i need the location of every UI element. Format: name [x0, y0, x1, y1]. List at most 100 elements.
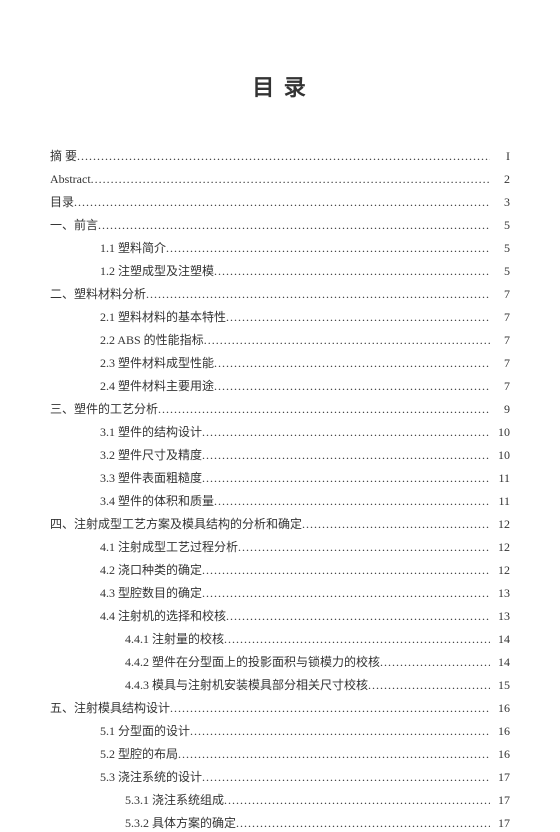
toc-leader-dots: [226, 308, 490, 326]
toc-page-number: 14: [490, 653, 510, 671]
toc-leader-dots: [224, 791, 490, 809]
toc-label: 3.2 塑件尺寸及精度: [100, 446, 202, 464]
toc-leader-dots: [202, 768, 490, 786]
toc-row: 三、塑件的工艺分析 9: [50, 400, 510, 418]
toc-label: 三、塑件的工艺分析: [50, 400, 158, 418]
toc-label: 一、前言: [50, 216, 98, 234]
toc-label: 2.3 塑件材料成型性能: [100, 354, 214, 372]
toc-label: 4.4.1 注射量的校核: [125, 630, 224, 648]
toc-leader-dots: [77, 147, 490, 165]
toc-label: 2.1 塑料材料的基本特性: [100, 308, 226, 326]
toc-leader-dots: [380, 653, 490, 671]
toc-label: 4.2 浇口种类的确定: [100, 561, 202, 579]
toc-leader-dots: [146, 285, 490, 303]
toc-row: 摘 要I: [50, 147, 510, 165]
toc-label: Abstract: [50, 170, 91, 188]
toc-page-number: 11: [490, 492, 510, 510]
toc-page-number: 9: [490, 400, 510, 418]
toc-list: 摘 要IAbstract2目录3一、前言51.1 塑料简介51.2 注塑成型及注…: [50, 147, 510, 832]
toc-page-number: 5: [490, 239, 510, 257]
toc-label: 5.3 浇注系统的设计: [100, 768, 202, 786]
toc-page-number: 3: [490, 193, 510, 211]
toc-label: 3.4 塑件的体积和质量: [100, 492, 214, 510]
toc-page-number: 17: [490, 768, 510, 786]
toc-label: 5.1 分型面的设计: [100, 722, 190, 740]
toc-row: 5.3.1 浇注系统组成 17: [50, 791, 510, 809]
toc-row: 2.2 ABS 的性能指标7: [50, 331, 510, 349]
toc-page-number: 10: [490, 423, 510, 441]
toc-page-number: 13: [490, 607, 510, 625]
toc-row: 五、注射模具结构设计 16: [50, 699, 510, 717]
toc-label: 目录: [50, 193, 74, 211]
toc-row: 2.4 塑件材料主要用途7: [50, 377, 510, 395]
toc-label: 4.4.3 模具与注射机安装模具部分相关尺寸校核: [125, 676, 368, 694]
toc-page-number: 17: [490, 791, 510, 809]
toc-leader-dots: [236, 814, 490, 832]
toc-label: 5.3.2 具体方案的确定: [125, 814, 236, 832]
toc-row: 二、塑料材料分析7: [50, 285, 510, 303]
toc-row: 4.1 注射成型工艺过程分析 12: [50, 538, 510, 556]
toc-row: 4.4.3 模具与注射机安装模具部分相关尺寸校核 15: [50, 676, 510, 694]
toc-page-number: 16: [490, 745, 510, 763]
toc-row: 4.4.2 塑件在分型面上的投影面积与锁模力的校核 14: [50, 653, 510, 671]
toc-leader-dots: [91, 170, 490, 188]
toc-row: 5.1 分型面的设计16: [50, 722, 510, 740]
toc-row: 2.3 塑件材料成型性能 7: [50, 354, 510, 372]
toc-row: 4.2 浇口种类的确定12: [50, 561, 510, 579]
toc-leader-dots: [204, 331, 490, 349]
toc-label: 3.3 塑件表面粗糙度: [100, 469, 202, 487]
toc-leader-dots: [214, 354, 490, 372]
toc-row: 1.2 注塑成型及注塑模 5: [50, 262, 510, 280]
toc-leader-dots: [166, 239, 490, 257]
toc-row: 3.1 塑件的结构设计 10: [50, 423, 510, 441]
toc-leader-dots: [202, 469, 490, 487]
toc-leader-dots: [202, 561, 490, 579]
toc-row: 3.3 塑件表面粗糙度 11: [50, 469, 510, 487]
toc-row: 3.4 塑件的体积和质量 11: [50, 492, 510, 510]
toc-leader-dots: [224, 630, 490, 648]
toc-row: 5.3.2 具体方案的确定 17: [50, 814, 510, 832]
toc-label: 摘 要: [50, 147, 77, 165]
toc-page-number: 11: [490, 469, 510, 487]
toc-label: 五、注射模具结构设计: [50, 699, 170, 717]
toc-page-number: 5: [490, 262, 510, 280]
toc-page-number: 17: [490, 814, 510, 832]
toc-label: 1.2 注塑成型及注塑模: [100, 262, 214, 280]
toc-label: 4.1 注射成型工艺过程分析: [100, 538, 238, 556]
toc-leader-dots: [178, 745, 490, 763]
toc-row: 5.2 型腔的布局16: [50, 745, 510, 763]
toc-row: 一、前言5: [50, 216, 510, 234]
toc-row: 3.2 塑件尺寸及精度 10: [50, 446, 510, 464]
toc-leader-dots: [202, 446, 490, 464]
toc-leader-dots: [202, 584, 490, 602]
toc-row: Abstract2: [50, 170, 510, 188]
toc-label: 5.3.1 浇注系统组成: [125, 791, 224, 809]
toc-page-number: 7: [490, 308, 510, 326]
toc-leader-dots: [158, 400, 490, 418]
toc-page-number: 10: [490, 446, 510, 464]
toc-page-number: 12: [490, 515, 510, 533]
toc-leader-dots: [214, 377, 490, 395]
toc-label: 4.4 注射机的选择和校核: [100, 607, 226, 625]
toc-label: 四、注射成型工艺方案及模具结构的分析和确定: [50, 515, 302, 533]
toc-leader-dots: [202, 423, 490, 441]
toc-page-number: 7: [490, 354, 510, 372]
toc-leader-dots: [214, 262, 490, 280]
toc-leader-dots: [190, 722, 490, 740]
toc-leader-dots: [226, 607, 490, 625]
toc-leader-dots: [368, 676, 490, 694]
toc-label: 4.3 型腔数目的确定: [100, 584, 202, 602]
toc-page-number: 12: [490, 538, 510, 556]
toc-page-number: 16: [490, 699, 510, 717]
toc-label: 4.4.2 塑件在分型面上的投影面积与锁模力的校核: [125, 653, 380, 671]
toc-leader-dots: [98, 216, 490, 234]
toc-row: 四、注射成型工艺方案及模具结构的分析和确定 12: [50, 515, 510, 533]
toc-page-number: 15: [490, 676, 510, 694]
toc-label: 3.1 塑件的结构设计: [100, 423, 202, 441]
toc-row: 2.1 塑料材料的基本特性 7: [50, 308, 510, 326]
toc-leader-dots: [74, 193, 490, 211]
toc-row: 4.4.1 注射量的校核14: [50, 630, 510, 648]
toc-row: 目录 3: [50, 193, 510, 211]
toc-label: 1.1 塑料简介: [100, 239, 166, 257]
toc-label: 2.2 ABS 的性能指标: [100, 331, 204, 349]
